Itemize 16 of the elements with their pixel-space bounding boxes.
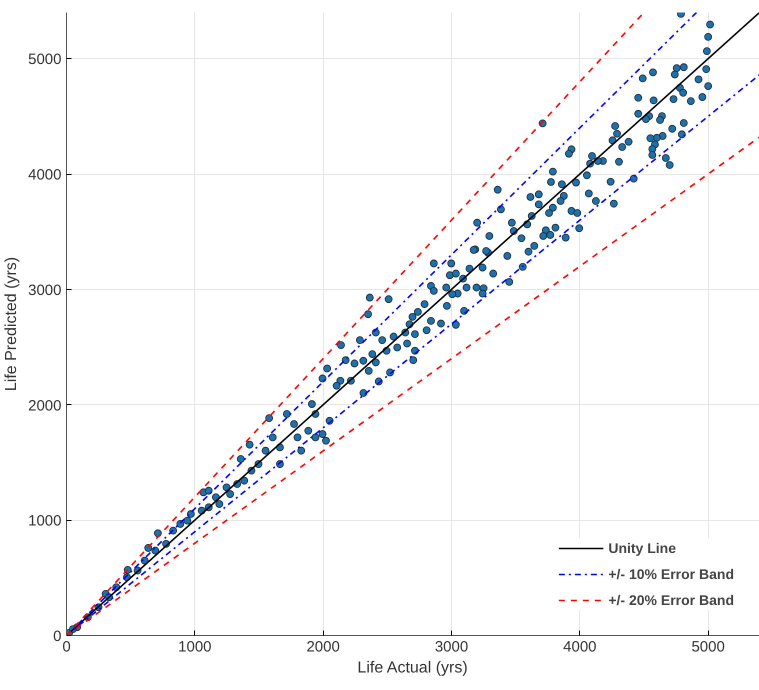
legend-label: +/- 10% Error Band	[608, 566, 734, 582]
y-tick-label: 1000	[28, 512, 62, 530]
x-tick-label: 5000	[691, 638, 725, 656]
legend-label: Unity Line	[608, 540, 676, 556]
y-tick-label: 4000	[28, 166, 62, 184]
y-tick-label: 2000	[28, 397, 62, 414]
y-tick-label: 5000	[28, 51, 62, 68]
x-tick-label: 1000	[178, 638, 212, 656]
x-tick-label: 3000	[434, 638, 468, 656]
legend-label: +/- 20% Error Band	[608, 592, 734, 608]
x-tick-label: 4000	[563, 638, 597, 656]
x-axis-title: Life Actual (yrs)	[357, 660, 468, 676]
x-tick-label: 2000	[306, 638, 340, 656]
y-axis-title: Life Predicted (yrs)	[3, 256, 20, 392]
y-tick-label: 3000	[28, 282, 62, 299]
y-tick-label: 0	[53, 628, 62, 645]
